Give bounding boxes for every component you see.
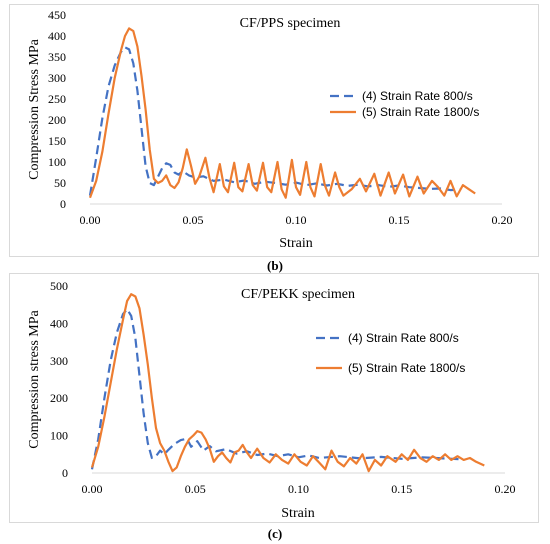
x-tick-label: 0.05	[183, 213, 204, 227]
caption-b: (b)	[267, 258, 283, 273]
y-tick-label: 50	[54, 176, 66, 190]
y-tick-label: 0	[60, 197, 66, 211]
x-tick-label: 0.00	[80, 213, 101, 227]
x-axis-title: Strain	[279, 236, 312, 251]
x-tick-label: 0.00	[82, 482, 103, 496]
x-tick-label: 0.10	[288, 482, 309, 496]
chart-c: 0.00 0.05 0.10 0.15 0.20 0 100 200 300 400 500 Stra…	[27, 279, 516, 521]
series-line-strain-rate-800	[90, 308, 460, 470]
y-tick-label: 100	[50, 429, 68, 443]
caption-c: (c)	[267, 526, 283, 541]
y-tick-label: 400	[50, 316, 68, 330]
chart-b: 0.00 0.05 0.10 0.15 0.20 0 50 100 150 200 250 300 35…	[27, 8, 513, 251]
x-tick-label: 0.20	[495, 482, 516, 496]
legend-label: (4) Strain Rate 800/s	[362, 89, 473, 103]
x-tick-label: 0.15	[391, 482, 412, 496]
y-tick-label: 150	[48, 134, 66, 148]
y-axis-title: Compression stress MPa	[27, 309, 42, 448]
legend-label: (5) Strain Rate 1800/s	[362, 105, 479, 119]
chart-panel-cf-pekk	[9, 273, 539, 523]
y-tick-label: 450	[48, 8, 66, 22]
y-tick-label: 250	[48, 92, 66, 106]
y-axis-title: Compression Stress MPa	[27, 38, 42, 180]
y-tick-label: 400	[48, 29, 66, 43]
y-tick-label: 100	[48, 155, 66, 169]
legend-label: (4) Strain Rate 800/s	[348, 331, 459, 345]
x-axis-title: Strain	[281, 506, 314, 521]
x-tick-label: 0.20	[492, 213, 513, 227]
y-tick-label: 200	[50, 391, 68, 405]
x-tick-label: 0.05	[185, 482, 206, 496]
x-tick-label: 0.15	[389, 213, 410, 227]
x-tick-label: 0.10	[286, 213, 307, 227]
y-tick-label: 300	[50, 354, 68, 368]
series-line-strain-rate-1800	[88, 27, 476, 199]
y-tick-label: 500	[50, 279, 68, 293]
y-tick-label: 0	[62, 466, 68, 480]
chart-title: CF/PPS specimen	[240, 16, 341, 31]
y-tick-label: 300	[48, 71, 66, 85]
legend-label: (5) Strain Rate 1800/s	[348, 361, 465, 375]
chart-title: CF/PEKK specimen	[241, 287, 355, 302]
chart-panel-cf-pps	[9, 4, 539, 257]
y-tick-label: 350	[48, 50, 66, 64]
y-tick-label: 200	[48, 113, 66, 127]
series-line-strain-rate-1800	[90, 293, 485, 473]
